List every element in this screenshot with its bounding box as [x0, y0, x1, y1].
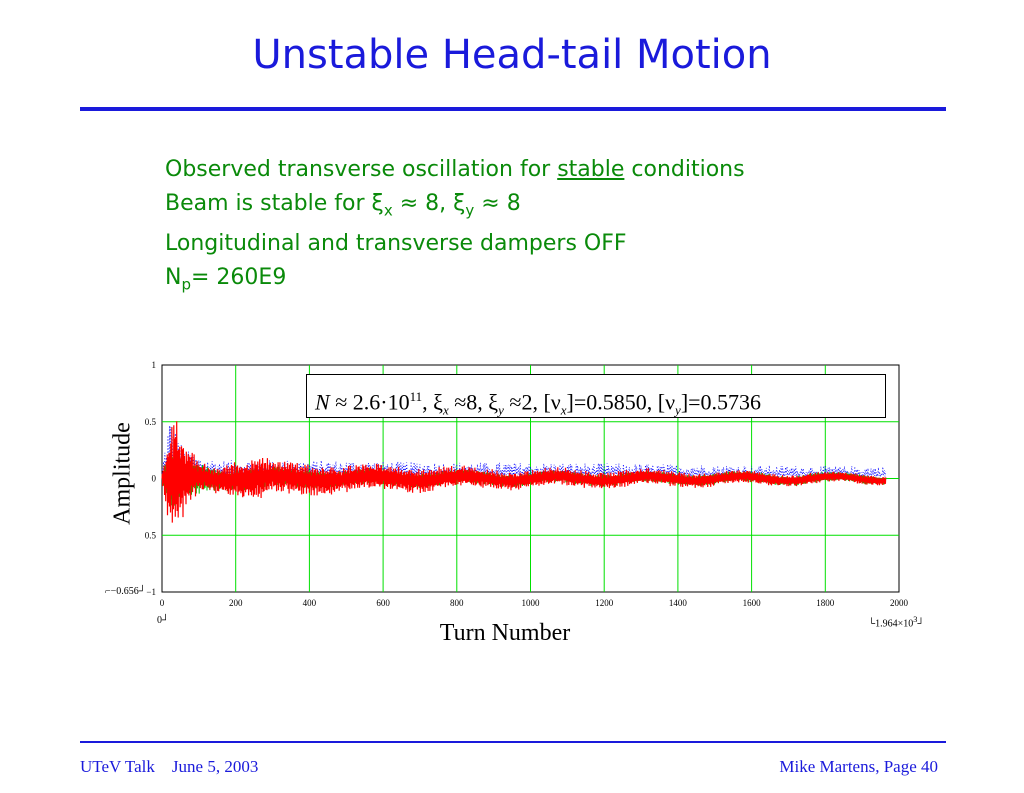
series-line-0	[161, 421, 887, 523]
title-divider	[80, 107, 946, 111]
footer-left: UTeV Talk June 5, 2003	[80, 757, 258, 777]
corner-label-ymin: ⌐−0.656┘	[105, 586, 146, 597]
y-axis-label: Amplitude	[109, 422, 136, 525]
x-tick-label: 800	[450, 598, 464, 608]
page-title: Unstable Head-tail Motion	[252, 32, 772, 78]
bullet-line-4: Np= 260E9	[165, 265, 287, 294]
x-tick-label: 1200	[595, 598, 614, 608]
corner-label-xmin: 0┘	[157, 615, 170, 626]
corner-label-xmax: └1.964×103┘	[868, 615, 925, 630]
x-tick-label: 400	[303, 598, 317, 608]
x-tick-label: 1600	[743, 598, 762, 608]
x-tick-label: 600	[376, 598, 390, 608]
bullet-line-3: Longitudinal and transverse dampers OFF	[165, 231, 627, 257]
y-tick-label: 0.5	[145, 530, 157, 540]
x-tick-label: 200	[229, 598, 243, 608]
x-tick-label: 0	[160, 598, 165, 608]
footer-divider	[80, 741, 946, 743]
footer-page: Mike Martens, Page 40	[779, 757, 938, 776]
x-tick-label: 1800	[816, 598, 835, 608]
footer-talk: UTeV Talk	[80, 757, 155, 776]
x-tick-label: 1000	[522, 598, 541, 608]
y-tick-label: 0.5	[145, 417, 157, 427]
y-tick-label: 1	[152, 360, 157, 370]
footer-date: June 5, 2003	[171, 757, 259, 776]
bullet-list: Observed transverse oscillation for stab…	[165, 153, 745, 302]
y-tick-label: 0	[152, 474, 157, 484]
x-tick-label: 2000	[890, 598, 909, 608]
bullet-line-2: Beam is stable for ξx ≈ 8, ξy ≈ 8	[165, 191, 521, 220]
y-axis-label-box: Amplitude	[108, 415, 138, 535]
bullet-line-1: Observed transverse oscillation for stab…	[165, 157, 745, 182]
x-axis-label: Turn Number	[439, 620, 571, 646]
parameter-formula-box: N ≈ 2.6·1011, ξx ≈8, ξy ≈2, [νx]=0.5850,…	[306, 374, 886, 418]
x-tick-label: 1400	[669, 598, 688, 608]
y-tick-label: −1	[146, 587, 156, 597]
